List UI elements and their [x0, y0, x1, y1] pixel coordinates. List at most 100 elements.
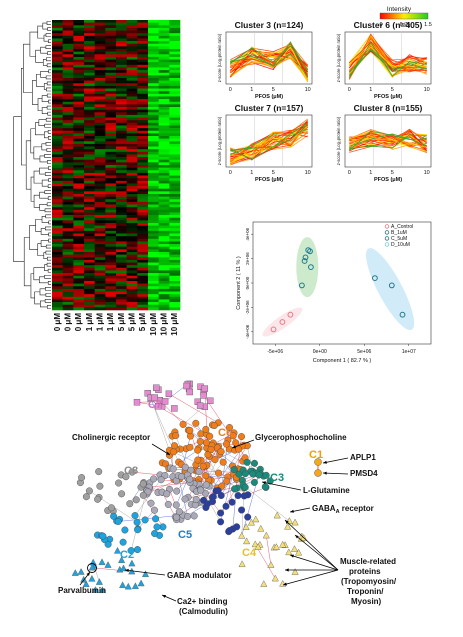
c5-dark-node: [238, 506, 246, 514]
heatmap-cell: [62, 27, 74, 31]
heatmap-cell: [94, 99, 106, 103]
heatmap-matrix: [52, 20, 181, 311]
heatmap-cell: [94, 136, 106, 139]
heatmap-cell: [148, 288, 159, 292]
heatmap-cell: [169, 238, 181, 242]
heatmap-cell: [148, 188, 159, 192]
heatmap-cell: [137, 117, 149, 121]
heatmap-cell: [158, 99, 170, 103]
heatmap-cell: [169, 72, 181, 76]
c8-node: [184, 513, 192, 521]
heatmap-cell: [126, 167, 138, 171]
heatmap-cell: [94, 72, 106, 76]
cluster-profile-line: [230, 45, 309, 71]
heatmap-cell: [94, 85, 106, 89]
gaba-a-text: GABA: [312, 504, 336, 513]
pca-legend-label: B_1uM: [391, 230, 407, 236]
heatmap-cell: [84, 70, 95, 74]
heatmap-cell: [73, 30, 85, 34]
heatmap-cell: [73, 96, 85, 100]
dendrogram-branch: [48, 232, 51, 237]
heatmap-cell: [148, 254, 159, 258]
heatmap-cell: [62, 143, 74, 147]
heatmap-cell: [169, 186, 181, 190]
heatmap-cell: [158, 35, 170, 39]
heatmap-cell: [105, 259, 117, 263]
heatmap-cell: [73, 41, 85, 45]
heatmap-cell: [52, 30, 63, 34]
c4-node: [273, 511, 281, 519]
heatmap-cell: [126, 183, 138, 187]
heatmap-cell: [105, 27, 117, 31]
pca-legend-marker: [384, 236, 390, 241]
heatmap-cell: [158, 67, 170, 71]
heatmap-cell: [52, 56, 63, 60]
heatmap-cell: [158, 194, 170, 197]
heatmap-cell: [84, 241, 95, 245]
c6-node: [218, 482, 226, 490]
heatmap-cell: [62, 30, 74, 34]
cluster-profile-line: [230, 41, 309, 72]
heatmap-cell: [126, 88, 138, 92]
heatmap-cell: [94, 30, 106, 34]
heatmap-cell: [158, 233, 170, 237]
heatmap-cell: [169, 262, 181, 266]
c8-node: [164, 500, 172, 508]
parvalbumin-highlight-ring: [87, 563, 97, 573]
heatmap-cell: [158, 56, 170, 60]
heatmap-cell: [84, 38, 95, 42]
dendrogram-branch: [39, 155, 48, 163]
heatmap-cell: [94, 252, 106, 255]
heatmap-cell: [148, 104, 159, 108]
heatmap-cell: [116, 112, 127, 116]
heatmap-cell: [137, 233, 149, 237]
heatmap-cell: [116, 257, 127, 261]
heatmap-cell: [169, 191, 181, 195]
heatmap-cell: [94, 275, 106, 279]
heatmap-cell: [116, 43, 127, 47]
heatmap-cell: [62, 188, 74, 192]
c2-node: [119, 581, 127, 588]
cluster-xlabel: PFOS (μM): [374, 94, 402, 100]
ellipse-group-d: [366, 248, 415, 331]
c5-dark-node: [214, 487, 222, 495]
heatmap-cell: [105, 51, 117, 55]
heatmap-cell: [105, 302, 117, 306]
dendrogram-branch: [45, 250, 51, 255]
heatmap-cell: [105, 262, 117, 266]
heatmap-cell: [116, 51, 127, 55]
heatmap-cell: [73, 304, 85, 308]
heatmap-cell: [84, 220, 95, 224]
c3-node: [266, 477, 274, 485]
heatmap-cell: [116, 183, 127, 187]
heatmap-cell: [158, 49, 170, 52]
c8-node: [192, 496, 200, 504]
heatmap-cell: [169, 249, 181, 253]
heatmap-cell: [116, 265, 127, 269]
heatmap-cell: [158, 167, 170, 171]
heatmap-cell: [94, 238, 106, 242]
heatmap-cell: [148, 38, 159, 42]
heatmap-cell: [137, 296, 149, 300]
heatmap-cell: [169, 188, 181, 192]
c2-node: [137, 579, 145, 587]
heatmap-cell: [73, 267, 85, 271]
c6-node: [235, 445, 243, 453]
pca-y-tick-label: -4e+06: [245, 324, 250, 339]
heatmap-cell: [126, 109, 138, 113]
heatmap-cell: [126, 122, 138, 126]
heatmap-cell: [62, 238, 74, 242]
c2-node: [128, 559, 136, 567]
heatmap-cell: [52, 188, 63, 192]
heatmap-cell: [148, 262, 159, 266]
heatmap-cell: [158, 278, 170, 282]
heatmap-cell: [52, 38, 63, 42]
heatmap-cell: [158, 191, 170, 195]
annotation-arrowhead: [323, 471, 327, 475]
heatmap-cell: [52, 299, 63, 303]
heatmap-cell: [94, 194, 106, 197]
heatmap-cell: [137, 241, 149, 245]
c6-node: [215, 469, 223, 477]
heatmap-cell: [126, 172, 138, 176]
heatmap-cell: [137, 122, 149, 126]
